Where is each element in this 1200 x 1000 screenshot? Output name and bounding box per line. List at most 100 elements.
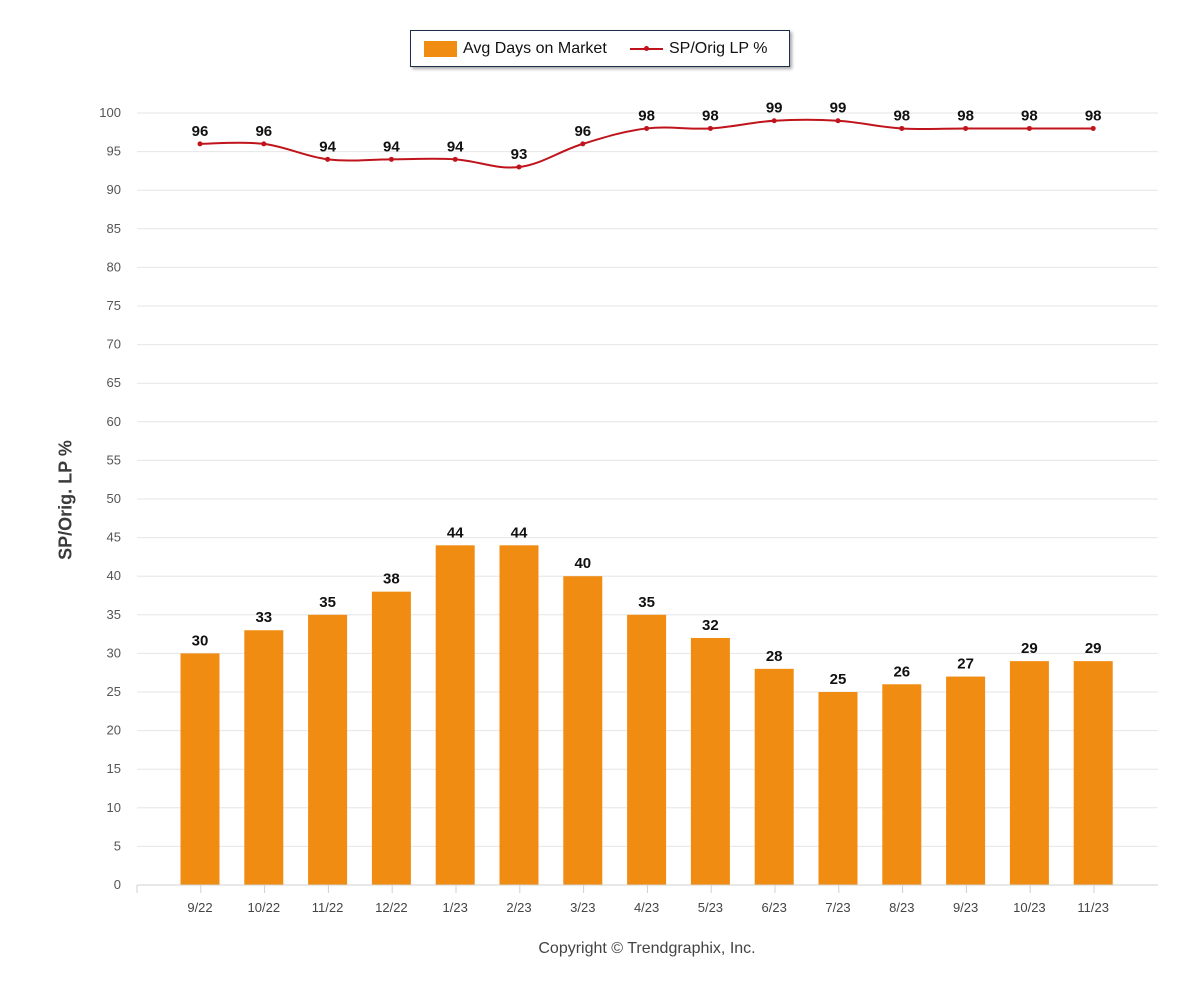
- bar: [371, 591, 411, 885]
- bar: [563, 576, 603, 885]
- bar: [754, 668, 794, 885]
- bar-data-label: 35: [638, 594, 655, 611]
- line-point: [644, 125, 650, 131]
- bar-data-label: 25: [830, 671, 847, 688]
- line-point: [197, 141, 203, 147]
- bar: [690, 637, 730, 885]
- bar-data-label: 29: [1085, 640, 1102, 657]
- line-path: [199, 118, 1094, 169]
- y-tick-label: 90: [107, 182, 121, 197]
- line-series: 96 96 94 94 94 93 96 98 98 99 99 98 98 98 98: [192, 100, 1102, 170]
- x-tick-label: 11/23: [1077, 900, 1109, 915]
- bar-data-label: 26: [893, 663, 910, 680]
- line-data-label: 96: [255, 123, 272, 140]
- y-axis: 0 5 10 15 20 25 30 35 40 45 50 55 60 65 70 75 80 85 90 95 10…: [99, 105, 121, 892]
- x-tick-label: 10/23: [1013, 900, 1046, 915]
- bar: [244, 630, 284, 885]
- bar: [946, 676, 986, 885]
- x-tick-label: 4/23: [634, 900, 659, 915]
- x-tick-label: 11/22: [312, 900, 344, 915]
- y-tick-label: 20: [107, 723, 121, 738]
- y-tick-label: 75: [107, 298, 121, 313]
- line-data-label: 99: [830, 100, 847, 117]
- x-tick-label: 5/23: [698, 900, 723, 915]
- bar-data-label: 38: [383, 571, 400, 588]
- line-point: [388, 156, 394, 162]
- bar: [180, 653, 220, 885]
- x-tick-label: 8/23: [889, 900, 914, 915]
- legend-bar-label[interactable]: Avg Days on Market: [463, 40, 607, 57]
- bar-data-label: 44: [447, 524, 464, 541]
- bar: [435, 545, 475, 885]
- grid-lines: [137, 112, 1158, 847]
- line-data-label: 98: [1021, 107, 1038, 124]
- bar-data-label: 40: [574, 555, 591, 572]
- bar: [1073, 661, 1113, 885]
- line-data-label: 98: [638, 107, 655, 124]
- x-axis: 9/22 10/22 11/22 12/22 1/23 2/23 3/23 4/23 5/23 6…: [136, 884, 1158, 915]
- line-point: [516, 164, 522, 170]
- line-data-label: 94: [319, 138, 336, 155]
- x-tick-label: 3/23: [570, 900, 595, 915]
- y-tick-label: 95: [107, 144, 121, 159]
- line-data-label: 96: [574, 123, 591, 140]
- line-data-label: 98: [702, 107, 719, 124]
- line-data-label: 94: [447, 138, 464, 155]
- x-tick-label: 9/23: [953, 900, 978, 915]
- line-data-label: 93: [511, 146, 528, 163]
- x-tick-label: 6/23: [762, 900, 787, 915]
- line-data-label: 94: [383, 138, 400, 155]
- line-data-label: 99: [766, 100, 783, 117]
- line-data-label: 98: [957, 107, 974, 124]
- y-tick-label: 35: [107, 607, 121, 622]
- copyright-text: Copyright © Trendgraphix, Inc.: [538, 940, 756, 957]
- y-tick-label: 30: [107, 645, 121, 660]
- y-tick-label: 15: [107, 761, 121, 776]
- y-tick-label: 50: [107, 491, 121, 506]
- bar-data-label: 27: [957, 656, 974, 673]
- y-tick-label: 5: [114, 838, 121, 853]
- y-axis-title: SP/Orig. LP %: [55, 440, 76, 560]
- y-tick-label: 55: [107, 452, 121, 467]
- y-tick-label: 60: [107, 414, 121, 429]
- y-tick-label: 45: [107, 530, 121, 545]
- bar: [308, 614, 348, 885]
- line-data-label: 96: [192, 123, 209, 140]
- x-tick-label: 1/23: [443, 900, 468, 915]
- bar-data-label: 29: [1021, 640, 1038, 657]
- line-point: [325, 156, 331, 162]
- bar-series: 30 33 35 38 44 44 40 35 32 28 25 26 27 29 29: [180, 524, 1113, 885]
- line-point: [580, 141, 586, 147]
- bar: [818, 692, 858, 885]
- bar-data-label: 44: [511, 524, 528, 541]
- bar-data-label: 28: [766, 648, 783, 665]
- x-tick-label: 12/22: [375, 900, 408, 915]
- line-point: [1026, 125, 1032, 131]
- legend[interactable]: Avg Days on Market SP/Orig LP %: [410, 30, 790, 67]
- y-tick-label: 0: [114, 877, 121, 892]
- x-tick-label: 2/23: [506, 900, 531, 915]
- line-point: [261, 141, 267, 147]
- bar-data-label: 33: [255, 609, 272, 626]
- bar-data-label: 30: [192, 632, 209, 649]
- line-point: [835, 118, 841, 124]
- line-data-label: 98: [1085, 107, 1102, 124]
- y-tick-label: 100: [99, 105, 121, 120]
- line-point: [771, 118, 777, 124]
- line-data-label: 98: [893, 107, 910, 124]
- bar: [627, 614, 667, 885]
- bar: [499, 545, 539, 885]
- bar-data-label: 35: [319, 594, 336, 611]
- bar-data-label: 32: [702, 617, 719, 634]
- y-tick-label: 10: [107, 800, 121, 815]
- y-tick-label: 85: [107, 221, 121, 236]
- line-point: [1090, 125, 1096, 131]
- x-tick-label: 10/22: [248, 900, 281, 915]
- legend-bar-swatch: [424, 41, 457, 57]
- bar: [882, 684, 922, 885]
- legend-line-label[interactable]: SP/Orig LP %: [669, 40, 768, 57]
- y-tick-label: 25: [107, 684, 121, 699]
- line-point: [707, 125, 713, 131]
- line-point: [452, 156, 458, 162]
